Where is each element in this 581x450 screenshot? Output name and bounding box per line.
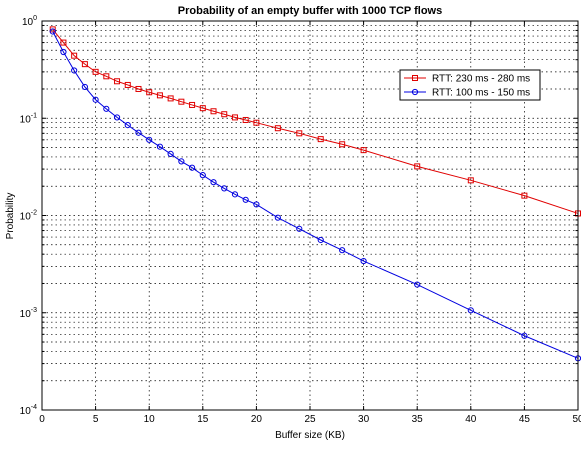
data-point-series-1 [103, 73, 110, 80]
data-point-series-1 [467, 177, 474, 184]
x-tick-label: 50 [572, 414, 581, 425]
data-point-series-1 [296, 130, 303, 137]
x-tick-label: 35 [412, 414, 424, 425]
data-point-series-1 [360, 147, 367, 154]
legend-marker-series-2 [411, 88, 419, 96]
data-point-series-2 [71, 67, 78, 74]
data-point-series-2 [178, 158, 185, 165]
data-point-series-2 [167, 150, 174, 157]
x-tick-label: 20 [251, 414, 263, 425]
data-point-series-2 [60, 48, 67, 56]
data-point-series-2 [92, 96, 99, 103]
data-point-series-1 [167, 95, 174, 102]
data-point-series-1 [92, 68, 99, 75]
data-point-series-1 [274, 125, 281, 132]
data-point-series-1 [339, 141, 346, 148]
legend-label-series-1: RTT: 230 ms - 280 ms [432, 74, 530, 85]
x-tick-label: 15 [197, 414, 209, 425]
data-point-series-1 [242, 116, 249, 123]
x-tick-label: 0 [39, 414, 45, 425]
y-tick-label: 10-4 [20, 404, 37, 417]
data-point-series-2 [467, 307, 474, 314]
data-point-series-2 [253, 201, 260, 208]
data-point-series-2 [414, 281, 421, 288]
data-point-series-1 [521, 192, 528, 199]
data-point-series-1 [124, 81, 131, 88]
y-axis-label: Probability [5, 193, 16, 240]
data-point-series-1 [317, 136, 324, 143]
x-tick-label: 45 [519, 414, 531, 425]
data-point-series-2 [135, 129, 142, 136]
data-point-series-2 [146, 136, 153, 143]
chart-title: Probability of an empty buffer with 1000… [178, 5, 442, 17]
x-tick-label: 40 [465, 414, 477, 425]
data-point-series-2 [199, 172, 206, 179]
data-point-series-1 [156, 92, 163, 99]
data-point-series-1 [414, 163, 421, 170]
data-point-series-1 [135, 85, 142, 92]
data-point-series-2 [521, 332, 528, 339]
data-point-series-2 [231, 191, 239, 198]
series-line-2 [52, 31, 579, 359]
data-point-series-2 [210, 179, 217, 186]
y-tick-label: 10-3 [20, 307, 37, 320]
legend-marker-series-1 [412, 75, 418, 81]
data-point-series-2 [49, 28, 56, 35]
series-line-1 [52, 29, 579, 214]
data-point-series-1 [60, 39, 67, 46]
x-tick-label: 30 [358, 414, 370, 425]
data-point-series-2 [188, 164, 196, 171]
data-point-series-2 [242, 196, 249, 203]
data-point-series-1 [178, 98, 185, 105]
data-point-series-2 [339, 247, 346, 254]
data-point-series-1 [189, 101, 196, 108]
data-point-series-2 [221, 185, 228, 192]
data-point-series-1 [221, 111, 228, 118]
data-point-series-2 [156, 143, 164, 150]
data-point-series-1 [210, 108, 217, 115]
data-point-series-2 [81, 83, 88, 91]
data-point-series-2 [274, 214, 281, 221]
data-point-series-1 [81, 61, 88, 68]
legend-box [399, 69, 541, 101]
data-point-series-1 [114, 78, 121, 85]
data-point-series-2 [124, 122, 131, 129]
legend: RTT: 230 ms - 280 ms RTT: 100 ms - 150 m… [399, 69, 541, 101]
data-point-series-2 [296, 225, 303, 232]
y-tick-label: 100 [22, 15, 37, 28]
data-point-series-2 [103, 105, 110, 112]
data-point-series-2 [113, 114, 121, 121]
data-point-series-1 [146, 89, 153, 96]
x-tick-label: 5 [93, 414, 99, 425]
data-point-series-1 [71, 52, 78, 59]
data-point-series-1 [253, 119, 260, 126]
data-point-series-1 [231, 114, 238, 121]
x-tick-label: 25 [304, 414, 316, 425]
y-tick-label: 10-2 [20, 210, 37, 223]
legend-label-series-2: RTT: 100 ms - 150 ms [432, 88, 530, 99]
data-point-series-2 [360, 257, 367, 265]
grid-layer [42, 21, 578, 410]
data-point-series-2 [317, 236, 324, 244]
x-tick-label: 10 [144, 414, 156, 425]
series-layer [49, 26, 581, 362]
tick-layer: 0 5 10 15 20 25 30 35 40 45 50 10-4 10-3 10-2 10-1 100 [20, 15, 581, 425]
data-point-series-1 [199, 105, 206, 112]
y-tick-label: 10-1 [20, 112, 37, 125]
x-axis-label: Buffer size (KB) [275, 430, 345, 441]
